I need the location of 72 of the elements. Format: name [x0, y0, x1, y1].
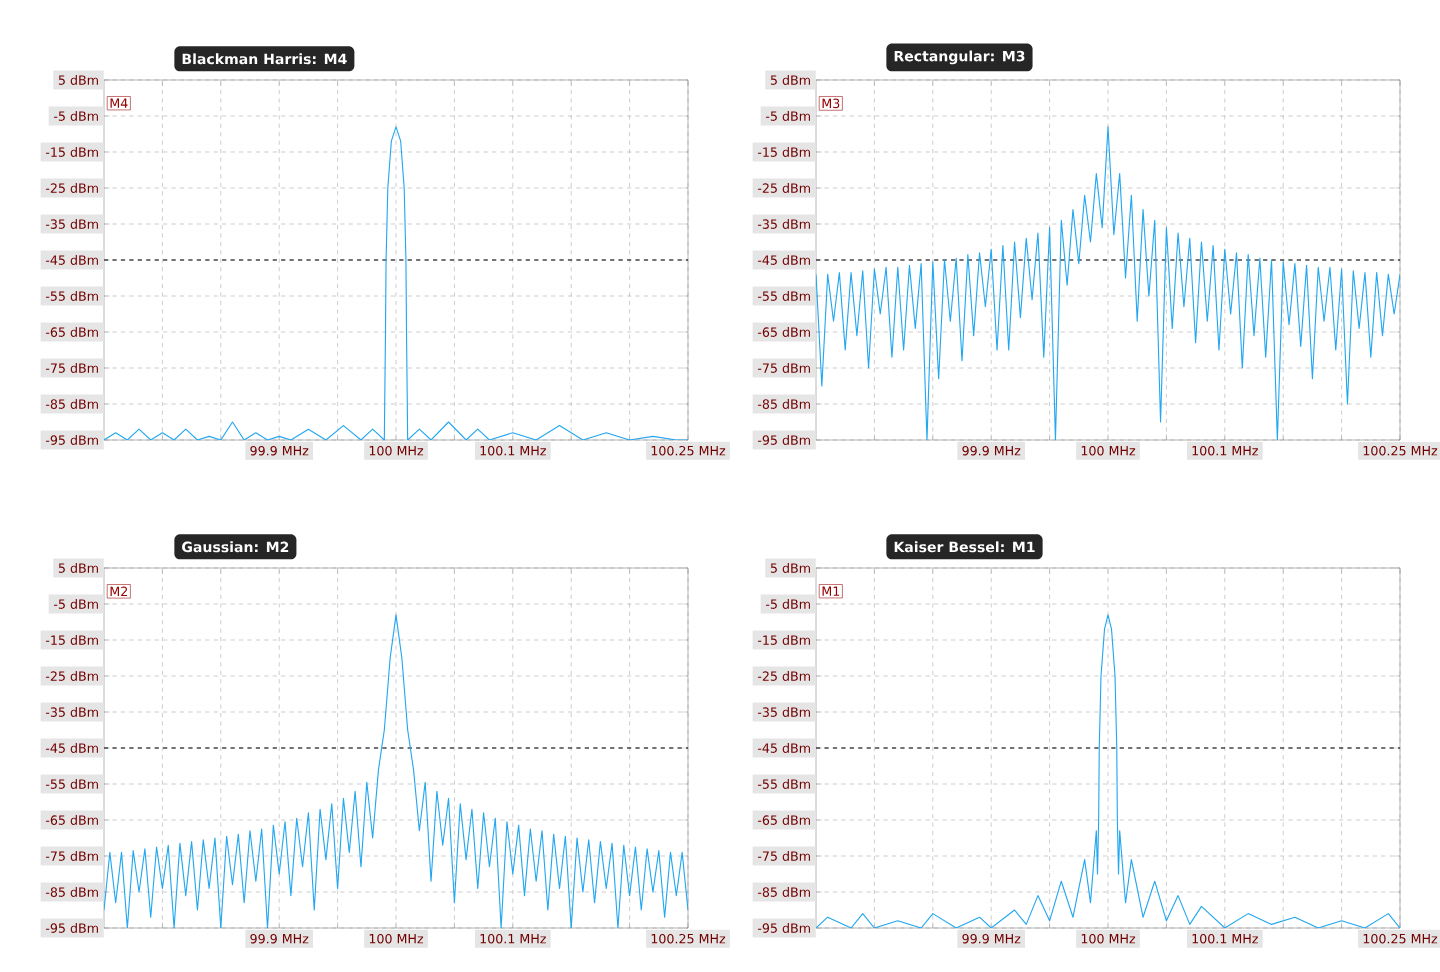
y-tick-label: -75 dBm [45, 363, 98, 373]
x-tick-label: 100.25 MHz [651, 445, 726, 456]
y-tick-label: -15 dBm [757, 635, 810, 645]
annotation: M4 [110, 98, 128, 108]
y-tick-label: -5 dBm [53, 111, 98, 121]
y-tick-label: -75 dBm [45, 851, 98, 861]
annotation: M2 [110, 586, 128, 596]
y-tick-label: -35 dBm [757, 219, 810, 229]
y-tick-label: -65 dBm [45, 327, 98, 337]
chart-title: Blackman Harris: M4 [182, 53, 347, 65]
x-tick-label: 100.1 MHz [480, 445, 546, 456]
x-tick-label: 99.9 MHz [962, 933, 1021, 944]
x-tick-label: 100 MHz [369, 445, 424, 456]
y-tick-label: 5 dBm [58, 563, 98, 573]
annotation: M3 [822, 98, 840, 109]
y-tick-label: -5 dBm [53, 599, 98, 609]
y-tick-label: -55 dBm [45, 779, 98, 789]
chart-title: Gaussian: M2 [182, 541, 289, 553]
chart-title: Rectangular: M3 [894, 50, 1025, 65]
y-tick-label: -65 dBm [757, 327, 810, 337]
y-tick-label: -85 dBm [757, 399, 810, 409]
y-tick-label: -95 dBm [757, 435, 810, 445]
line-series [104, 126, 688, 440]
y-tick-label: -5 dBm [765, 111, 810, 121]
x-tick-label: 100 MHz [1081, 933, 1136, 944]
x-tick-label: 100.1 MHz [480, 933, 546, 944]
y-tick-label: -55 dBm [45, 291, 98, 301]
x-tick-label: 100.25 MHz [1363, 445, 1438, 456]
y-tick-label: -25 dBm [757, 183, 810, 193]
y-tick-label: -15 dBm [45, 147, 98, 157]
y-tick-label: -55 dBm [757, 291, 810, 301]
y-tick-label: -15 dBm [757, 147, 810, 157]
y-tick-label: -25 dBm [45, 183, 98, 193]
y-tick-label: -35 dBm [45, 219, 98, 229]
y-tick-label: -45 dBm [45, 255, 98, 265]
y-tick-label: 5 dBm [770, 563, 810, 573]
y-tick-label: 5 dBm [58, 75, 98, 85]
y-tick-label: -45 dBm [757, 255, 810, 265]
y-tick-label: -25 dBm [45, 671, 98, 681]
line-series [816, 126, 1401, 440]
y-tick-label: -35 dBm [757, 707, 810, 717]
y-tick-label: -5 dBm [765, 599, 810, 609]
x-tick-label: 100.1 MHz [1192, 933, 1258, 944]
y-tick-label: -65 dBm [757, 815, 810, 825]
y-tick-label: -75 dBm [757, 363, 810, 373]
x-tick-label: 100.1 MHz [1192, 445, 1258, 456]
y-tick-label: -95 dBm [45, 435, 98, 445]
y-tick-label: -95 dBm [45, 923, 98, 933]
y-tick-label: -15 dBm [45, 635, 98, 645]
x-tick-label: 99.9 MHz [250, 933, 309, 944]
line-series [816, 614, 1401, 929]
y-tick-label: -55 dBm [757, 779, 810, 789]
y-tick-label: -85 dBm [45, 399, 98, 409]
chart-title: Kaiser Bessel: M1 [894, 541, 1035, 553]
y-tick-label: -45 dBm [757, 743, 810, 753]
x-tick-label: 100.25 MHz [651, 933, 726, 944]
y-tick-label: -45 dBm [45, 743, 98, 753]
x-tick-label: 99.9 MHz [250, 445, 309, 456]
y-tick-label: 5 dBm [770, 75, 810, 85]
y-tick-label: -95 dBm [757, 923, 810, 933]
y-tick-label: -35 dBm [45, 707, 98, 717]
y-tick-label: -65 dBm [45, 815, 98, 825]
x-tick-label: 100 MHz [369, 933, 424, 944]
y-tick-label: -85 dBm [757, 887, 810, 897]
y-tick-label: -85 dBm [45, 887, 98, 897]
x-tick-label: 100.25 MHz [1363, 933, 1438, 944]
annotation: M1 [822, 586, 840, 596]
line-series [104, 614, 688, 929]
x-tick-label: 100 MHz [1081, 445, 1136, 456]
x-tick-label: 99.9 MHz [962, 445, 1021, 456]
y-tick-label: -75 dBm [757, 851, 810, 861]
y-tick-label: -25 dBm [757, 671, 810, 681]
